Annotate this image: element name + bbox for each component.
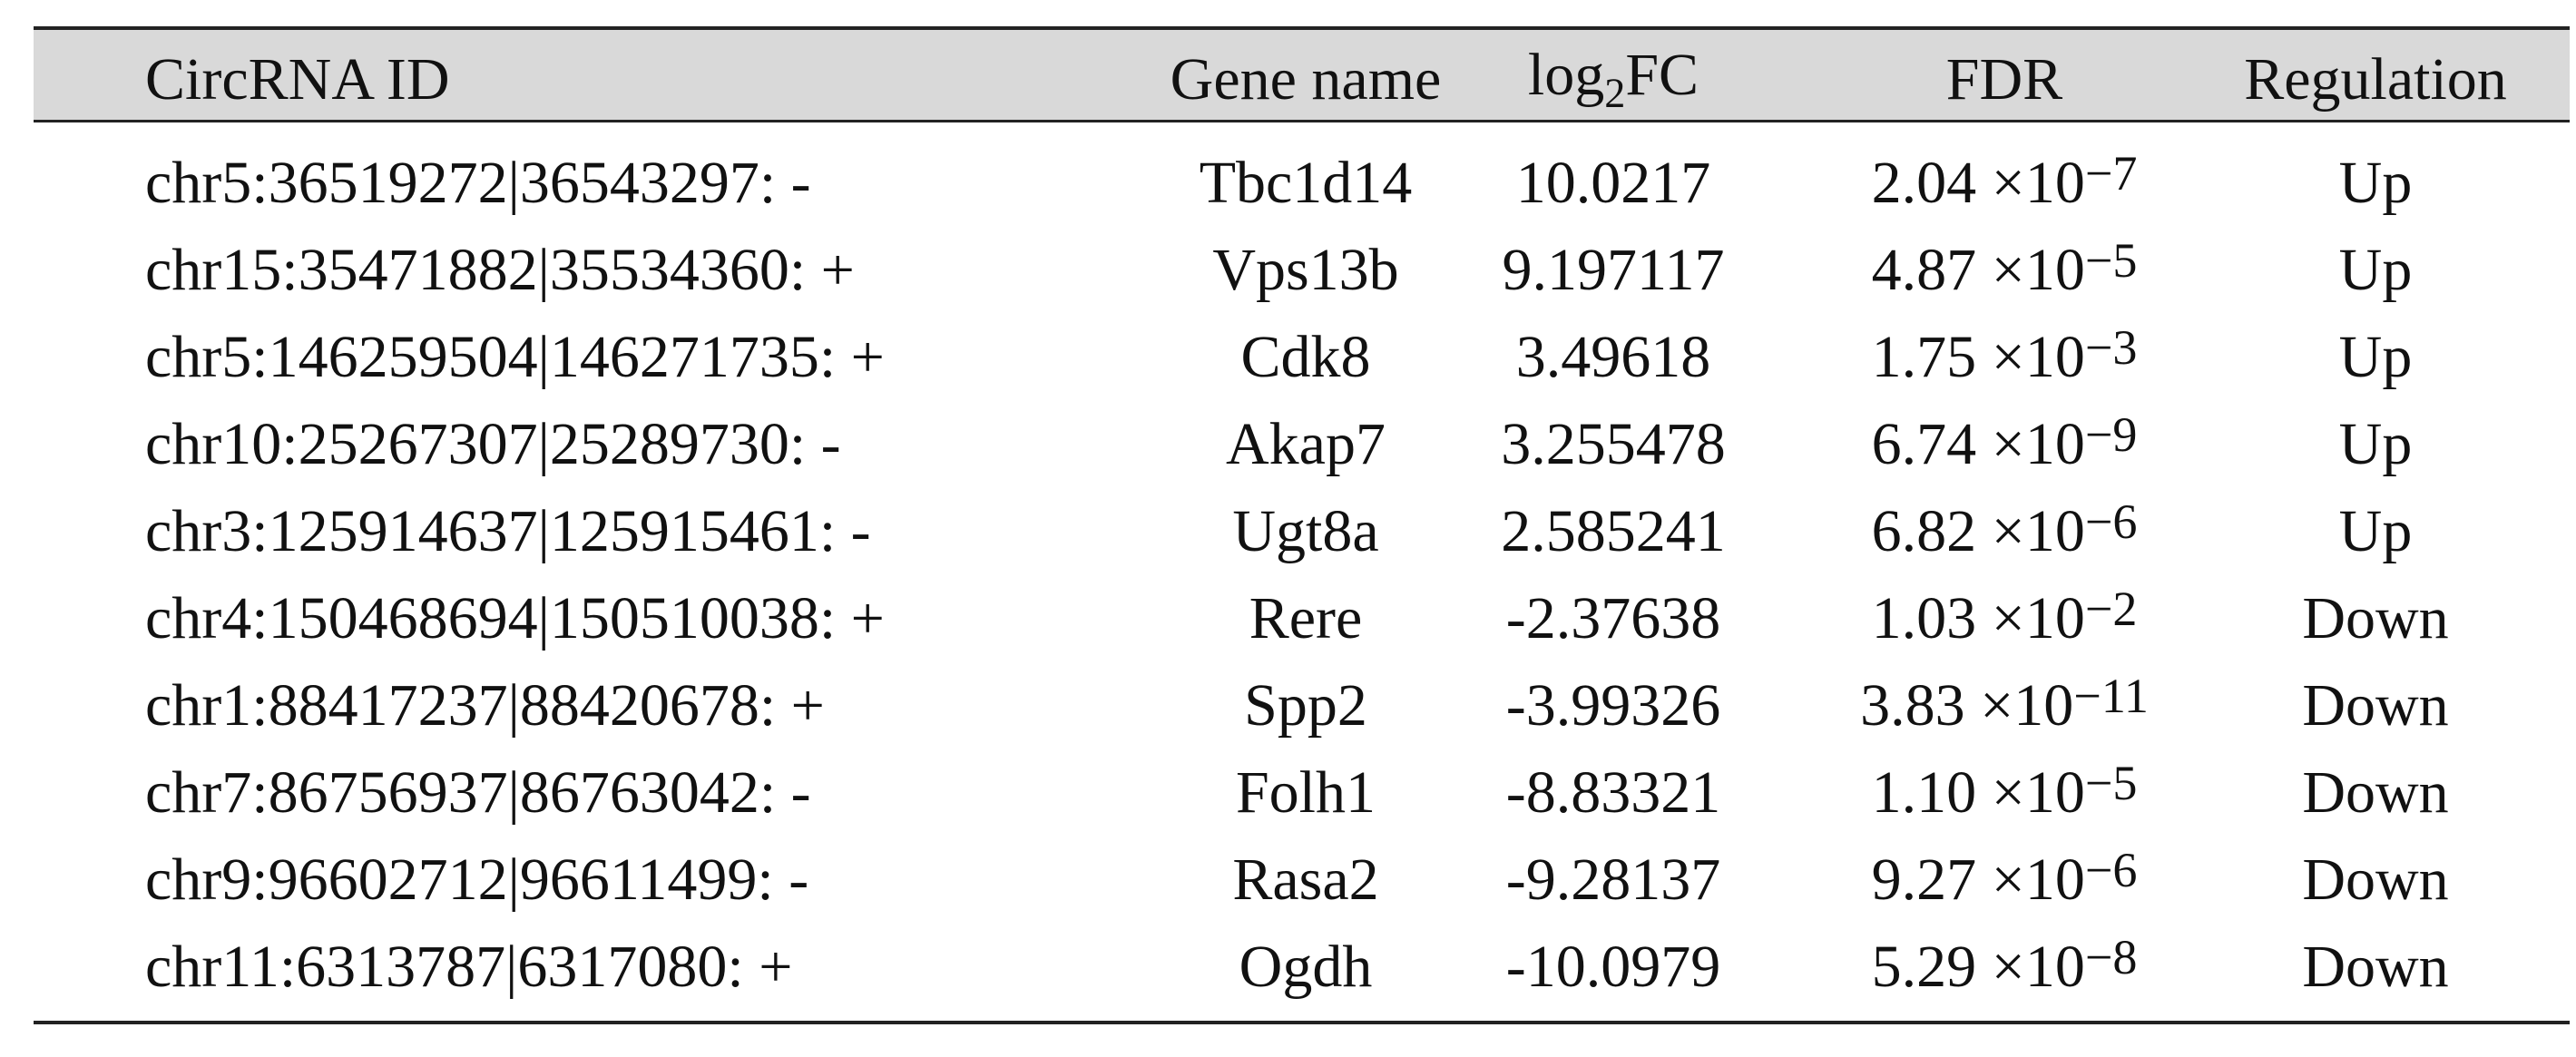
header-subscript: 2 (1604, 69, 1626, 116)
circrna-id-cell: chr11:6313787|6317080: + (145, 934, 793, 1000)
circrna-id-cell: chr15:35471882|35534360: + (145, 237, 855, 303)
fdr-cell: 4.87 ×10−5 (1871, 236, 2138, 303)
circrna-id-cell: chr3:125914637|125915461: - (145, 498, 871, 564)
regulation-cell: Down (2302, 759, 2449, 826)
fdr-exponent: −7 (2084, 146, 2138, 201)
fdr-cell: 9.27 ×10−6 (1871, 846, 2138, 913)
circrna-id-cell: chr10:25267307|25289730: - (145, 411, 841, 477)
header-rule (34, 120, 2570, 122)
top-rule (34, 26, 2570, 30)
circrna-id-cell: chr9:96602712|96611499: - (145, 847, 809, 913)
gene-name-cell: Tbc1d14 (1199, 150, 1413, 216)
fdr-cell: 1.03 ×10−2 (1872, 584, 2138, 649)
gene-name-cell: Vps13b (1212, 237, 1399, 303)
fdr-mantissa: 6.82 ×10 (1871, 498, 2085, 564)
regulation-cell: Up (2338, 237, 2413, 303)
header-text: FC (1625, 41, 1699, 108)
regulation-cell: Down (2302, 672, 2449, 739)
log2fc-cell: -10.0979 (1505, 934, 1721, 1000)
gene-name-cell: Ugt8a (1232, 498, 1379, 564)
gene-name-cell: Cdk8 (1240, 324, 1371, 390)
regulation-cell: Up (2338, 411, 2413, 477)
fdr-cell: 5.29 ×10−8 (1871, 933, 2138, 1000)
header-log2fc: log2FC (1527, 41, 1699, 116)
log2fc-cell: -8.83321 (1505, 759, 1721, 826)
fdr-mantissa: 4.87 ×10 (1871, 237, 2085, 303)
header-gene-name: Gene name (1170, 46, 1442, 113)
gene-name-cell: Rasa2 (1232, 847, 1379, 913)
fdr-cell: 1.10 ×10−5 (1872, 758, 2138, 823)
fdr-exponent: −5 (2084, 233, 2138, 289)
header-fdr: FDR (1945, 46, 2063, 113)
fdr-mantissa: 6.74 ×10 (1871, 411, 2085, 477)
fdr-exponent: −5 (2084, 756, 2138, 811)
gene-name-cell: Rere (1249, 585, 1363, 651)
fdr-mantissa: 1.03 ×10 (1871, 585, 2085, 651)
bottom-rule (34, 1021, 2570, 1024)
fdr-exponent: −11 (2073, 669, 2149, 724)
fdr-cell: 2.04 ×10−7 (1871, 149, 2138, 216)
fdr-cell: 1.75 ×10−3 (1872, 323, 2138, 387)
circrna-id-cell: chr5:36519272|36543297: - (145, 150, 811, 216)
fdr-mantissa: 3.83 ×10 (1860, 672, 2074, 739)
regulation-cell: Up (2338, 324, 2413, 390)
fdr-exponent: −2 (2084, 582, 2138, 637)
fdr-cell: 3.83 ×10−11 (1860, 671, 2149, 736)
fdr-mantissa: 1.75 ×10 (1871, 324, 2085, 390)
fdr-exponent: −8 (2084, 930, 2138, 985)
gene-name-cell: Spp2 (1244, 672, 1367, 739)
log2fc-cell: 3.49618 (1515, 324, 1711, 390)
log2fc-cell: 9.197117 (1502, 237, 1725, 303)
log2fc-cell: -3.99326 (1505, 672, 1721, 739)
regulation-cell: Down (2302, 934, 2449, 1000)
gene-name-cell: Akap7 (1226, 411, 1386, 477)
gene-name-cell: Folh1 (1235, 759, 1376, 826)
log2fc-cell: -9.28137 (1505, 847, 1721, 913)
circrna-id-cell: chr4:150468694|150510038: + (145, 585, 885, 651)
log2fc-cell: -2.37638 (1505, 585, 1721, 651)
fdr-exponent: −9 (2084, 407, 2138, 463)
header-band (34, 28, 2570, 122)
regulation-cell: Down (2302, 585, 2449, 651)
circrna-id-cell: chr1:88417237|88420678: + (145, 672, 825, 739)
fdr-mantissa: 5.29 ×10 (1871, 934, 2085, 1000)
circrna-id-cell: chr7:86756937|86763042: - (145, 759, 811, 826)
regulation-cell: Up (2338, 150, 2413, 216)
header-regulation: Regulation (2244, 46, 2507, 113)
fdr-exponent: −3 (2084, 320, 2138, 376)
log2fc-cell: 2.585241 (1501, 498, 1726, 564)
regulation-cell: Up (2338, 498, 2413, 564)
fdr-cell: 6.82 ×10−6 (1872, 497, 2138, 562)
regulation-cell: Down (2302, 847, 2449, 913)
header-circrna-id: CircRNA ID (145, 46, 450, 113)
log2fc-cell: 10.0217 (1515, 150, 1711, 216)
fdr-cell: 6.74 ×10−9 (1872, 410, 2138, 475)
fdr-mantissa: 1.10 ×10 (1871, 759, 2085, 826)
fdr-exponent: −6 (2084, 494, 2138, 550)
fdr-mantissa: 9.27 ×10 (1871, 847, 2085, 913)
log2fc-cell: 3.255478 (1501, 411, 1726, 477)
fdr-exponent: −6 (2084, 843, 2138, 898)
fdr-mantissa: 2.04 ×10 (1871, 150, 2085, 216)
gene-name-cell: Ogdh (1239, 934, 1373, 1000)
circrna-id-cell: chr5:146259504|146271735: + (145, 324, 885, 390)
header-text: log (1527, 41, 1605, 108)
